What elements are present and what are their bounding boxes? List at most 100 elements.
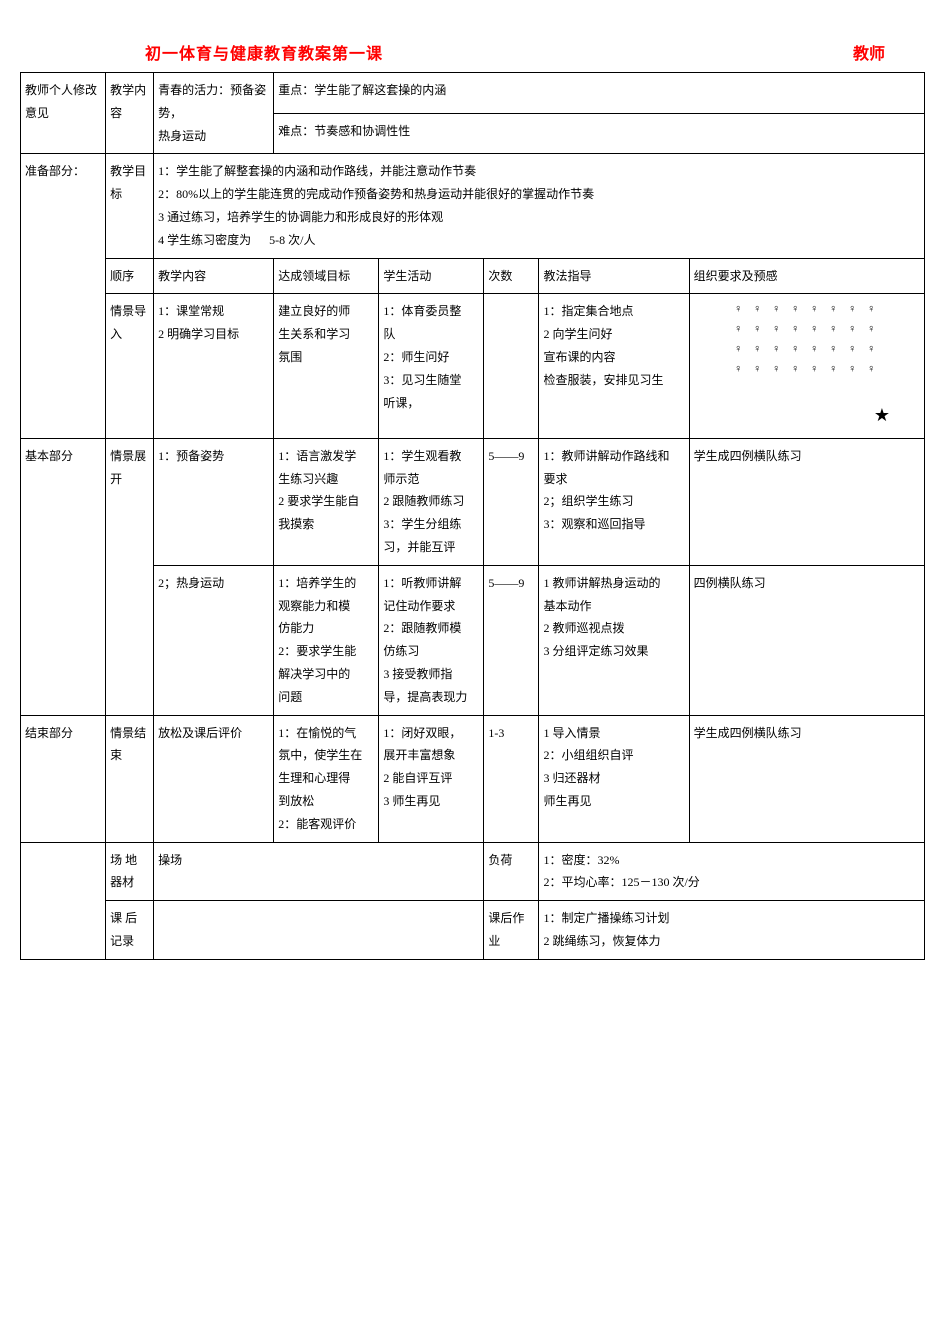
ba2-l4: 仿练习 (383, 640, 479, 663)
empty-left-cell (21, 842, 106, 959)
scene-end-label: 情景结束 (106, 715, 154, 842)
formation-row-1: ♀ ♀ ♀ ♀ ♀ ♀ ♀ ♀ (694, 300, 920, 320)
equipment-label: 场 地 器材 (106, 842, 154, 901)
goal-4a: 4 学生练习密度为 (158, 233, 251, 247)
basic-org-2: 四例横队练习 (689, 565, 924, 715)
bt2-l1: 1 教师讲解热身运动的 (543, 572, 684, 595)
ba2-l3: 2：跟随教师模 (383, 617, 479, 640)
ba2-l2: 记住动作要求 (383, 595, 479, 618)
si-act-4: 3：见习生随堂 (383, 369, 479, 392)
ba2-l1: 1：听教师讲解 (383, 572, 479, 595)
end-count: 1-3 (484, 715, 539, 842)
content-line-1: 青春的活力：预备姿势， (158, 79, 269, 125)
goal-line-3: 3 通过练习，培养学生的协调能力和形成良好的形体观 (158, 206, 920, 229)
basic-goal-2: 1：培养学生的 观察能力和模 仿能力 2：要求学生能 解决学习中的 问题 (274, 565, 379, 715)
bg2-l1: 1：培养学生的 (278, 572, 374, 595)
bg2-l3: 仿能力 (278, 617, 374, 640)
ba1-l3: 2 跟随教师练习 (383, 490, 479, 513)
ba2-l6: 导，提高表现力 (383, 686, 479, 709)
ba2-l5: 3 接受教师指 (383, 663, 479, 686)
si-goal-2: 生关系和学习 (278, 323, 374, 346)
ea-l4: 3 师生再见 (383, 790, 479, 813)
si-content-1: 1：课堂常规 (158, 300, 269, 323)
et-l4: 师生再见 (543, 790, 684, 813)
bg2-l5: 解决学习中的 (278, 663, 374, 686)
hw-l1: 1：制定广播操练习计划 (543, 907, 920, 930)
bt2-l2: 基本动作 (543, 595, 684, 618)
si-goal-3: 氛围 (278, 346, 374, 369)
si-content-2: 2 明确学习目标 (158, 323, 269, 346)
end-activity: 1：闭好双眼， 展开丰富想象 2 能自评互评 3 师生再见 (379, 715, 484, 842)
bt2-l3: 2 教师巡视点拨 (543, 617, 684, 640)
si-act-5: 听课， (383, 392, 479, 415)
formation-star-icon: ★ (694, 398, 920, 432)
ea-l3: 2 能自评互评 (383, 767, 479, 790)
eg-l1: 1：在愉悦的气 (278, 722, 374, 745)
content-line-2: 热身运动 (158, 125, 269, 148)
load-l1: 1：密度：32% (543, 849, 920, 872)
si-teach-4: 检查服装，安排见习生 (543, 369, 684, 392)
scene-intro-label: 情景导入 (106, 294, 154, 438)
basic-goal-1: 1：语言激发学 生练习兴趣 2 要求学生能自 我摸索 (274, 438, 379, 565)
difficulty-cell: 难点：节奏感和协调性性 (274, 113, 925, 154)
si-teach-2: 2 向学生问好 (543, 323, 684, 346)
page-title: 初一体育与健康教育教案第一课 (145, 40, 383, 64)
ea-l1: 1：闭好双眼， (383, 722, 479, 745)
formation-row-2: ♀ ♀ ♀ ♀ ♀ ♀ ♀ ♀ (694, 320, 920, 340)
record-label: 课 后 记录 (106, 901, 154, 960)
bg1-l4: 我摸索 (278, 513, 374, 536)
basic-count-1: 5——9 (484, 438, 539, 565)
ea-l2: 展开丰富想象 (383, 744, 479, 767)
th-activity: 学生活动 (379, 258, 484, 294)
et-l1: 1 导入情景 (543, 722, 684, 745)
teaching-content-label: 教学内容 (106, 73, 154, 154)
equipment-content: 操场 (154, 842, 484, 901)
teaching-goal-label: 教学目标 (106, 154, 154, 258)
load-l2: 2：平均心率：125－130 次/分 (543, 871, 920, 894)
eg-l4: 到放松 (278, 790, 374, 813)
ba1-l4: 3：学生分组练 (383, 513, 479, 536)
end-teaching: 1 导入情景 2：小组组织自评 3 归还器材 师生再见 (539, 715, 689, 842)
teaching-goal-cell: 1：学生能了解整套操的内涵和动作路线，并能注意动作节奏 2：80%以上的学生能连… (154, 154, 925, 258)
hw-l2: 2 跳绳练习，恢复体力 (543, 930, 920, 953)
bg2-l4: 2：要求学生能 (278, 640, 374, 663)
scene-intro-activity: 1：体育委员整 队 2：师生问好 3：见习生随堂 听课， (379, 294, 484, 438)
th-count: 次数 (484, 258, 539, 294)
load-content: 1：密度：32% 2：平均心率：125－130 次/分 (539, 842, 925, 901)
si-act-3: 2：师生问好 (383, 346, 479, 369)
th-teaching: 教法指导 (539, 258, 689, 294)
bg1-l3: 2 要求学生能自 (278, 490, 374, 513)
bt1-l3: 2；组织学生练习 (543, 490, 684, 513)
basic-activity-1: 1：学生观看教 师示范 2 跟随教师练习 3：学生分组练 习，并能互评 (379, 438, 484, 565)
goal-line-2: 2：80%以上的学生能连贯的完成动作预备姿势和热身运动并能很好的掌握动作节奏 (158, 183, 920, 206)
scene-intro-goal: 建立良好的师 生关系和学习 氛围 (274, 294, 379, 438)
th-sequence: 顺序 (106, 258, 154, 294)
basic-content-2: 2；热身运动 (154, 565, 274, 715)
basic-count-2: 5——9 (484, 565, 539, 715)
si-teach-3: 宣布课的内容 (543, 346, 684, 369)
lesson-plan-table: 教师个人修改意见 教学内容 青春的活力：预备姿势， 热身运动 重点：学生能了解这… (20, 72, 925, 960)
bg2-l2: 观察能力和模 (278, 595, 374, 618)
page-title-row: 初一体育与健康教育教案第一课 教师 (145, 40, 925, 64)
teaching-content-cell: 青春的活力：预备姿势， 热身运动 (154, 73, 274, 154)
bt1-l2: 要求 (543, 468, 684, 491)
formation-row-3: ♀ ♀ ♀ ♀ ♀ ♀ ♀ ♀ (694, 340, 920, 360)
si-teach-1: 1：指定集合地点 (543, 300, 684, 323)
scene-intro-content: 1：课堂常规 2 明确学习目标 (154, 294, 274, 438)
si-act-1: 1：体育委员整 (383, 300, 479, 323)
bg2-l6: 问题 (278, 686, 374, 709)
goal-line-4: 4 学生练习密度为 5-8 次/人 (158, 229, 920, 252)
eg-l5: 2：能客观评价 (278, 813, 374, 836)
ba1-l1: 1：学生观看教 (383, 445, 479, 468)
th-content: 教学内容 (154, 258, 274, 294)
opinion-label: 教师个人修改意见 (21, 73, 106, 154)
si-goal-1: 建立良好的师 (278, 300, 374, 323)
bt2-l4: 3 分组评定练习效果 (543, 640, 684, 663)
eg-l2: 氛中，使学生在 (278, 744, 374, 767)
load-label: 负荷 (484, 842, 539, 901)
goal-line-1: 1：学生能了解整套操的内涵和动作路线，并能注意动作节奏 (158, 160, 920, 183)
formation-row-4: ♀ ♀ ♀ ♀ ♀ ♀ ♀ ♀ (694, 360, 920, 380)
homework-content: 1：制定广播操练习计划 2 跳绳练习，恢复体力 (539, 901, 925, 960)
keypoint-cell: 重点：学生能了解这套操的内涵 (274, 73, 925, 114)
scene-intro-organization: ♀ ♀ ♀ ♀ ♀ ♀ ♀ ♀ ♀ ♀ ♀ ♀ ♀ ♀ ♀ ♀ ♀ ♀ ♀ ♀ … (689, 294, 924, 438)
